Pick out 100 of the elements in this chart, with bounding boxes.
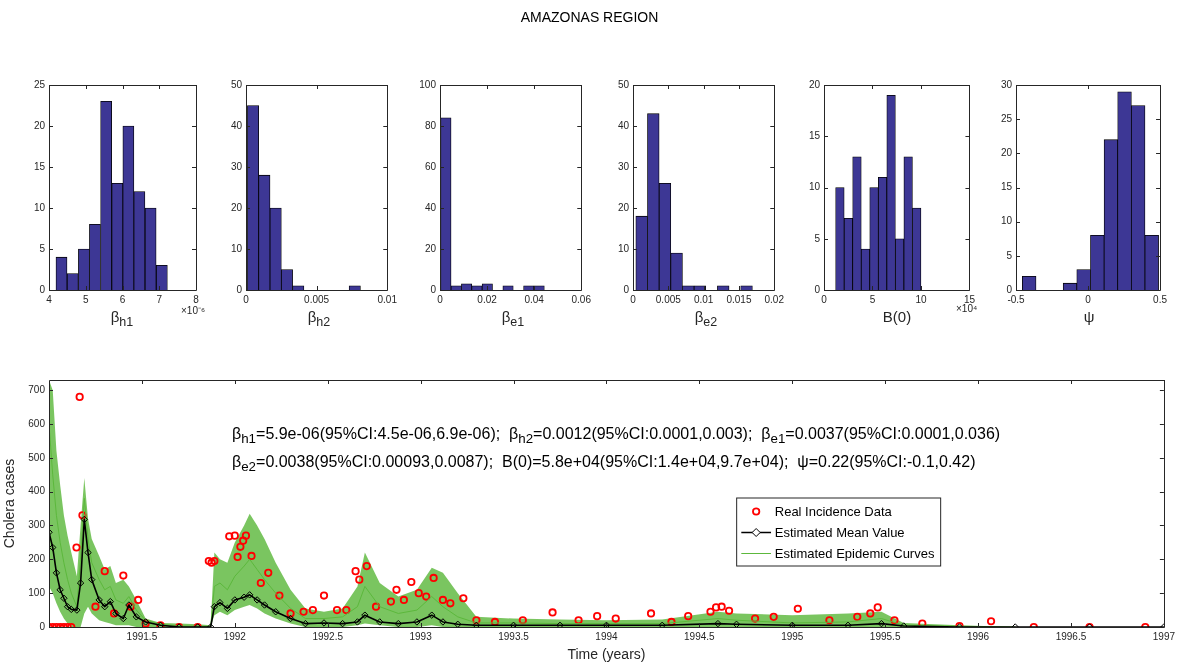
- x-tick-label: 15: [963, 293, 976, 305]
- point: [394, 619, 403, 627]
- x-tick-label: 0.02: [764, 293, 785, 305]
- x-tick-label: 1992: [223, 630, 247, 642]
- y-tick-label: 500: [28, 451, 46, 463]
- x-tick-label: 1996: [966, 630, 990, 642]
- y-axis-title: Cholera cases: [1, 458, 18, 549]
- y-tick-label: 50: [230, 78, 243, 90]
- y-tick-label: 40: [424, 201, 437, 213]
- point: [260, 601, 269, 609]
- annotation: β$_{e2}$=0.0038(95%CI:0.00093,0.0087); B(0)=5.8e+04(95%CI:1.4e+04,9.7e+04); ψ=0.22(95%CI:-0.1,0.42): [232, 453, 976, 475]
- point: [56, 586, 64, 594]
- x-tick-label: 1993: [409, 630, 433, 642]
- y-tick-label: 5: [39, 242, 46, 254]
- x-axis-title: Time (years): [567, 646, 646, 663]
- x-tick-label: 0.01: [377, 293, 398, 305]
- y-tick-label: 25: [1000, 112, 1013, 124]
- point: [271, 608, 280, 616]
- point: [49, 543, 57, 552]
- x-tick-label: 1994.5: [684, 630, 716, 642]
- y-tick-label: 10: [808, 181, 821, 193]
- x-tick-label: 1993.5: [498, 630, 530, 642]
- x-tick-label: 1992.5: [312, 630, 344, 642]
- x-axis-title: β$_{e2}$: [693, 308, 719, 329]
- y-tick-label: 100: [28, 586, 46, 598]
- x-tick-label: 0.04: [524, 293, 545, 305]
- point: [106, 597, 115, 606]
- legend-label: Estimated Mean Value: [774, 524, 905, 540]
- point: [788, 621, 796, 627]
- x-tick-label: 0.005: [304, 293, 330, 305]
- point: [454, 620, 462, 627]
- point: [73, 606, 81, 614]
- annotation: β$_{h1}$=5.9e-06(95%CI:4.5e-06,6.9e-06); β$_{h2}$=0.0012(95%CI:0.0001,0.003); β$_{e1}$=0.0037(95%CI:0.0001,0.036): [232, 425, 1001, 447]
- y-tick-label: 5: [814, 232, 821, 244]
- legend-label: Estimated Epidemic Curves: [774, 545, 935, 561]
- point: [844, 621, 852, 627]
- point: [253, 596, 261, 604]
- x-axis-title: β$_{h2}$: [306, 308, 332, 329]
- point: [80, 515, 88, 524]
- point: [132, 613, 141, 621]
- point: [658, 621, 666, 627]
- y-tick-label: 0: [814, 283, 821, 295]
- x-tick-label: 10: [915, 293, 927, 305]
- y-tick-label: 20: [33, 119, 46, 131]
- point: [439, 618, 447, 626]
- point: [63, 603, 72, 611]
- text: ×10⁴: [956, 303, 978, 314]
- y-tick-label: 20: [617, 201, 630, 213]
- y-tick-label: 30: [1000, 78, 1013, 90]
- x-tick-label: 1994: [595, 630, 618, 642]
- y-tick-label: 700: [28, 383, 46, 395]
- point: [240, 593, 248, 601]
- point: [216, 598, 224, 607]
- point: [320, 619, 328, 627]
- point: [301, 619, 310, 627]
- y-tick-label: 60: [424, 160, 437, 172]
- point: [223, 604, 232, 613]
- x-tick-label: 0.06: [571, 293, 592, 305]
- x-axis-title: B(0): [882, 308, 912, 325]
- y-tick-label: 40: [617, 119, 630, 131]
- x-tick-label: 0.02: [477, 293, 498, 305]
- y-tick-label: 15: [808, 130, 821, 141]
- y-tick-label: 15: [33, 160, 46, 172]
- point: [714, 619, 722, 627]
- x-tick-label: 7: [156, 293, 163, 305]
- y-tick-label: 20: [1000, 147, 1013, 159]
- point: [210, 603, 219, 611]
- y-tick-label: 10: [1000, 215, 1013, 227]
- point: [338, 619, 347, 627]
- y-tick-label: 200: [28, 553, 46, 565]
- y-tick-label: 25: [33, 78, 46, 90]
- y-tick-label: 20: [230, 201, 243, 213]
- x-tick-label: 1997: [1152, 630, 1176, 642]
- point: [556, 621, 564, 627]
- point: [732, 620, 741, 627]
- point: [877, 619, 886, 627]
- y-tick-label: 0: [39, 620, 46, 632]
- y-tick-label: 10: [230, 242, 243, 254]
- x-axis-title: β$_{e1}$: [500, 308, 526, 329]
- y-tick-label: 50: [617, 78, 630, 90]
- x-tick-label: 1995: [781, 630, 804, 642]
- chart-title: AMAZONAS REGION: [519, 9, 660, 25]
- x-tick-label: 1996.5: [1055, 630, 1087, 642]
- y-tick-label: 0: [623, 283, 630, 295]
- point: [361, 611, 369, 619]
- y-tick-label: 100: [419, 78, 437, 90]
- x-tick-label: 0.5: [1153, 293, 1168, 305]
- point: [119, 614, 128, 623]
- point: [84, 548, 92, 557]
- point: [428, 611, 436, 619]
- point: [52, 569, 61, 577]
- x-tick-label: 0.005: [655, 293, 682, 305]
- x-tick-label: 0: [1085, 293, 1092, 305]
- y-tick-label: 20: [808, 78, 821, 90]
- x-axis-title: ψ: [1082, 308, 1096, 325]
- y-tick-label: 30: [617, 160, 630, 172]
- point: [60, 594, 68, 602]
- x-tick-label: 6: [119, 293, 126, 305]
- x-tick-label: 5: [869, 293, 876, 305]
- y-tick-label: 600: [28, 417, 46, 429]
